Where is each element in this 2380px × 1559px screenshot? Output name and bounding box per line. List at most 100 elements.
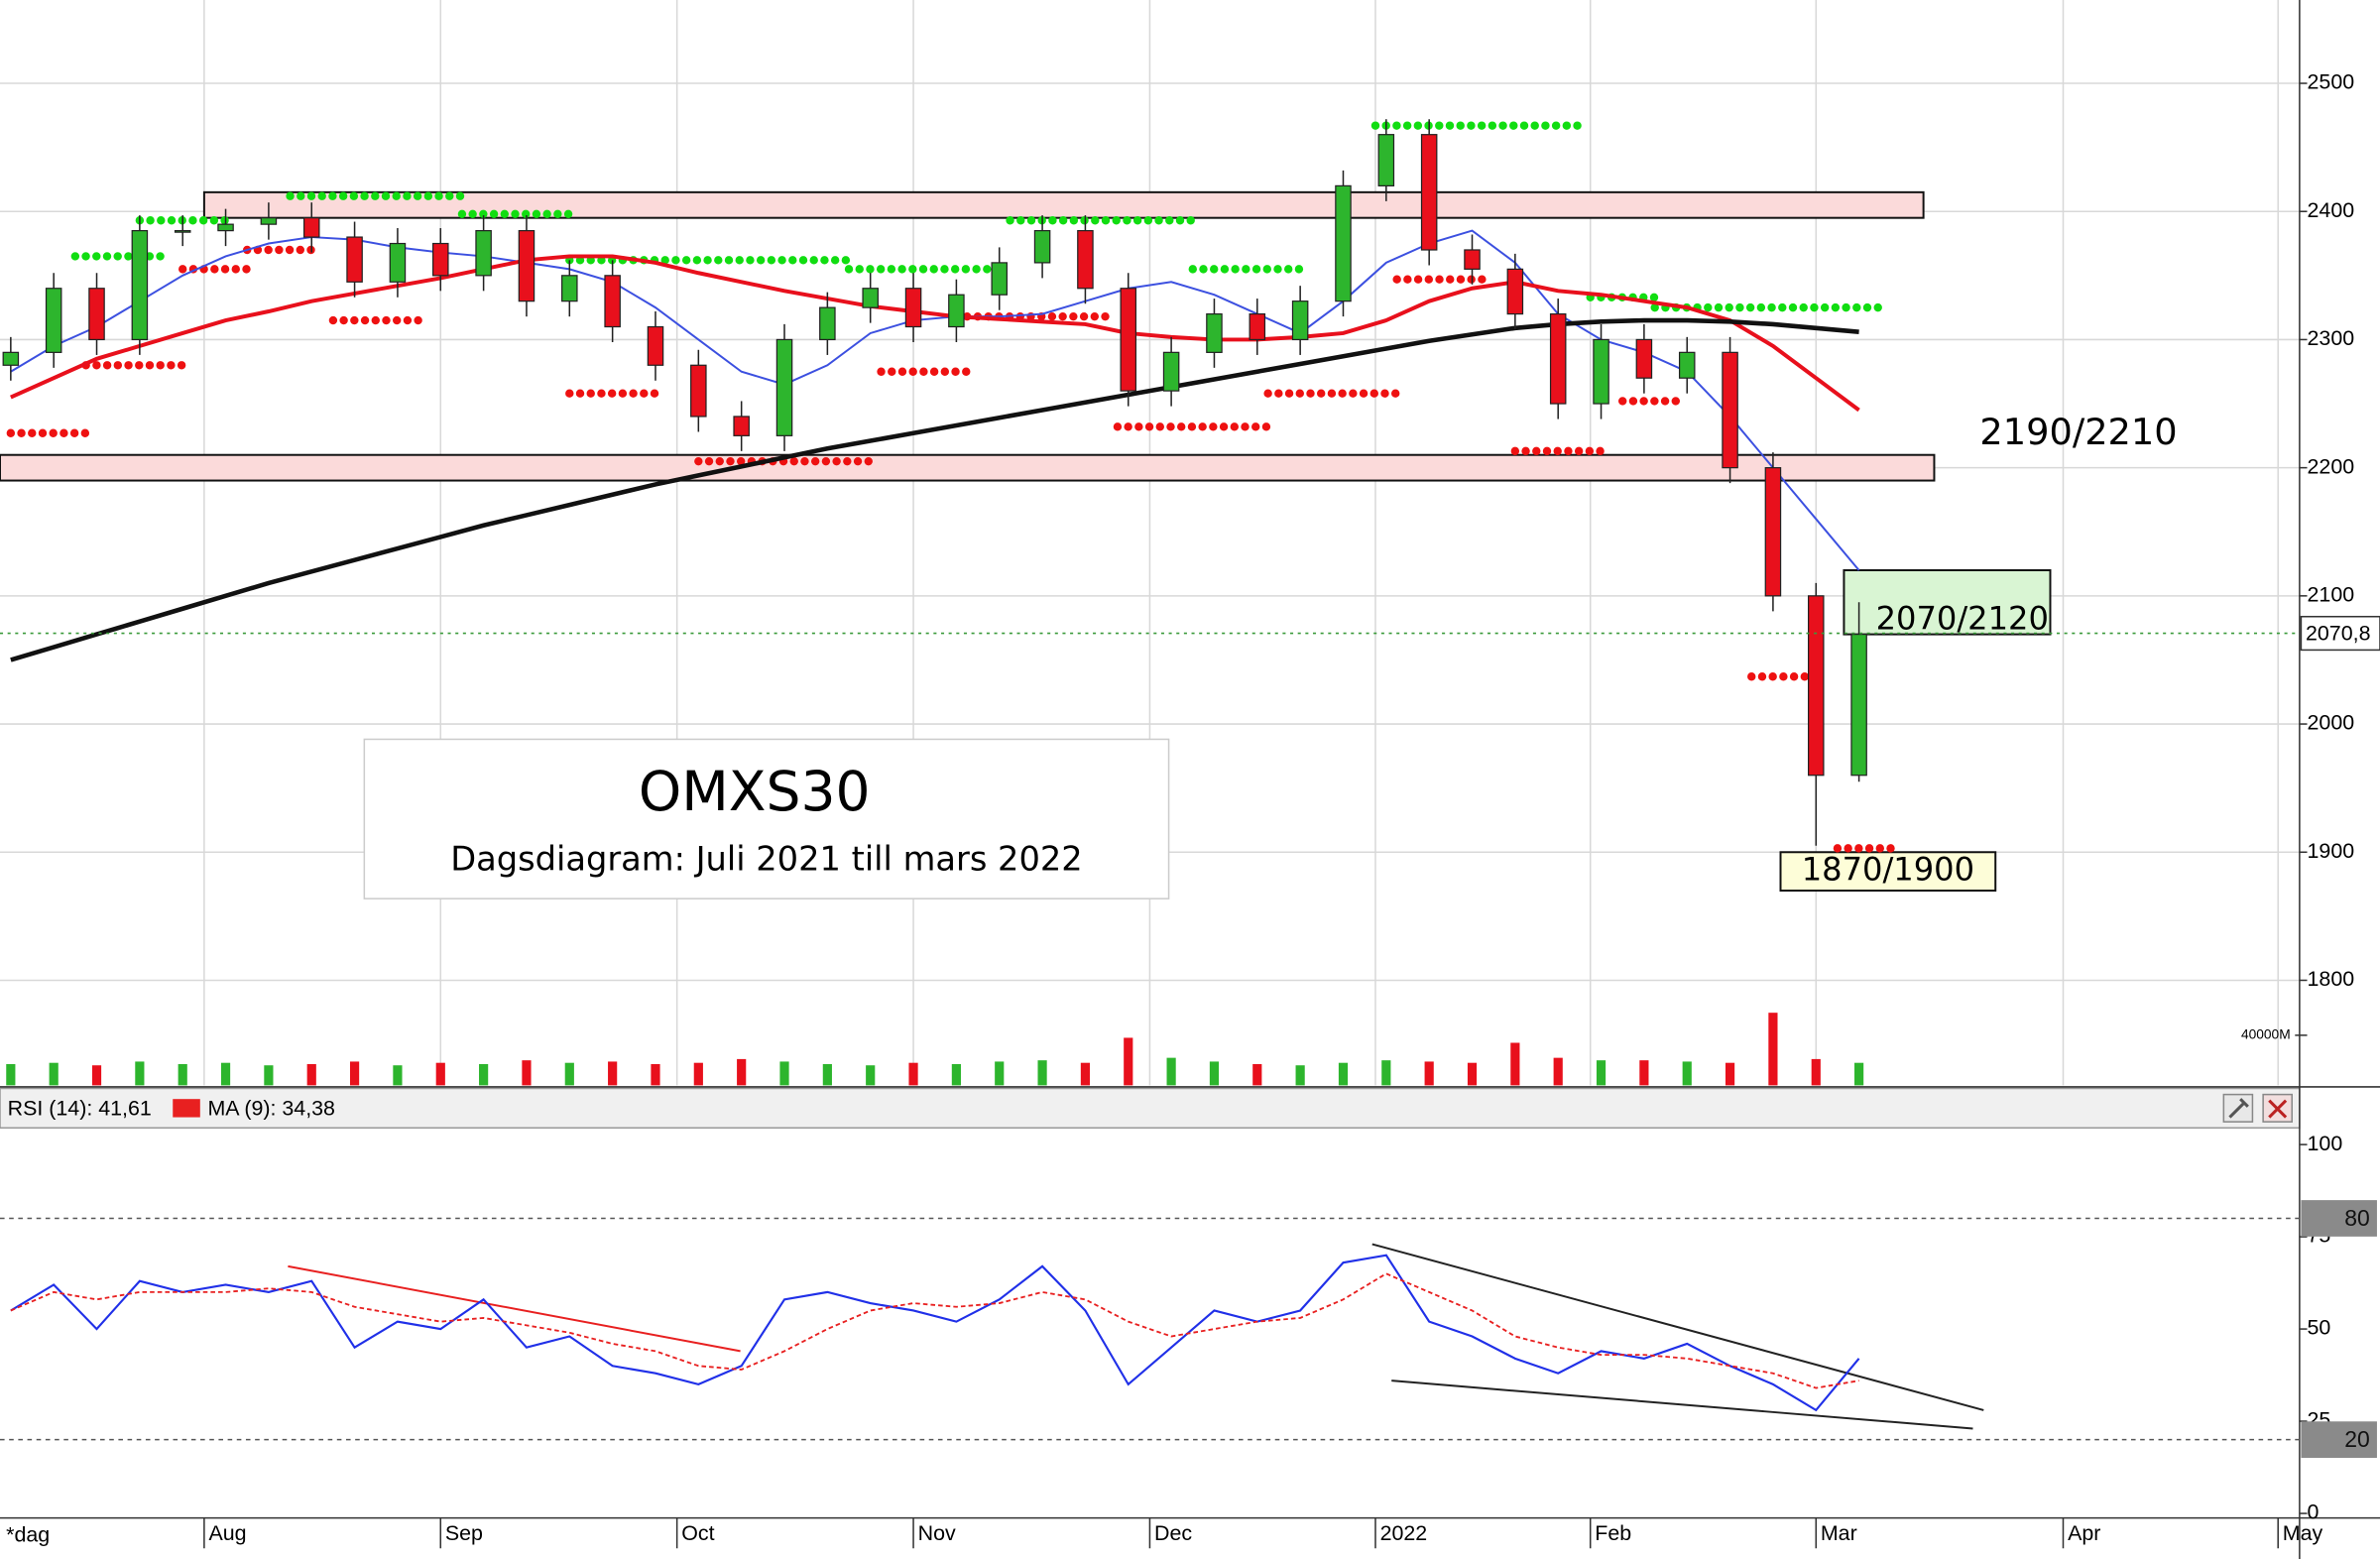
candle-body bbox=[1593, 338, 1609, 405]
x-tick-label: Oct bbox=[681, 1521, 714, 1545]
volume-bar bbox=[564, 1062, 574, 1086]
y-tick-label: 1900 bbox=[2308, 839, 2355, 863]
candle-body bbox=[1291, 300, 1309, 341]
candle-body bbox=[1206, 312, 1223, 353]
x-tick-label: Nov bbox=[918, 1521, 956, 1545]
y-tick-label: 2200 bbox=[2308, 454, 2355, 478]
candle-body bbox=[174, 229, 191, 233]
candle-body bbox=[1335, 184, 1352, 302]
volume-bar bbox=[349, 1061, 360, 1086]
volume-bar bbox=[693, 1062, 703, 1086]
candle-body bbox=[904, 288, 922, 328]
volume-bar bbox=[1725, 1062, 1735, 1086]
candle-body bbox=[604, 275, 621, 328]
candle-body bbox=[991, 262, 1009, 296]
volume-bar bbox=[435, 1062, 445, 1086]
volume-bar bbox=[1854, 1062, 1864, 1086]
candle-body bbox=[1635, 338, 1653, 379]
candle-body bbox=[1249, 312, 1266, 341]
volume-bar bbox=[1639, 1060, 1649, 1086]
wrench-icon bbox=[2228, 1098, 2249, 1119]
volume-bar bbox=[1037, 1060, 1047, 1086]
volume-bar bbox=[1338, 1062, 1349, 1086]
candle-body bbox=[45, 288, 62, 353]
volume-bar bbox=[6, 1063, 16, 1086]
volume-bar bbox=[1209, 1061, 1220, 1086]
volume-bar bbox=[1124, 1037, 1133, 1086]
candle-body bbox=[1077, 229, 1094, 290]
x-tick-label: Dec bbox=[1154, 1521, 1192, 1545]
panel-header bbox=[0, 1087, 2301, 1130]
x-tick-label: May bbox=[2283, 1521, 2323, 1545]
level-label: 20 bbox=[2344, 1426, 2370, 1452]
y-tick-label: 0 bbox=[2308, 1500, 2320, 1524]
y-tick-label: 2300 bbox=[2308, 326, 2355, 350]
candle-body bbox=[389, 242, 407, 283]
volume-bar bbox=[49, 1062, 59, 1086]
trendline bbox=[1371, 1243, 1984, 1411]
zone bbox=[0, 453, 1936, 482]
volume-bar bbox=[866, 1065, 876, 1086]
candle-body bbox=[561, 275, 578, 302]
series-line bbox=[10, 1254, 1860, 1412]
x-tick-label: Mar bbox=[1821, 1521, 1857, 1545]
volume-bar bbox=[951, 1063, 961, 1086]
volume-bar bbox=[1080, 1062, 1091, 1086]
x-tick-label: Feb bbox=[1595, 1521, 1631, 1545]
candle-body bbox=[819, 306, 836, 341]
volume-bar bbox=[908, 1062, 918, 1086]
volume-bar bbox=[135, 1061, 145, 1086]
zone bbox=[1779, 851, 1997, 893]
volume-bar bbox=[264, 1065, 274, 1086]
volume-bar bbox=[1381, 1060, 1391, 1086]
y-tick-label: 2400 bbox=[2308, 198, 2355, 222]
candle-body bbox=[346, 236, 363, 283]
y-tick-label: 50 bbox=[2308, 1316, 2331, 1340]
moving-average bbox=[10, 254, 1860, 413]
candle-body bbox=[1722, 351, 1738, 469]
y-tick-label: 1800 bbox=[2308, 967, 2355, 991]
candle-body bbox=[1420, 134, 1438, 251]
volume-bar bbox=[1682, 1061, 1692, 1086]
x-tick-label: Sep bbox=[445, 1521, 483, 1545]
candle-body bbox=[1764, 467, 1782, 597]
volume-bar bbox=[651, 1063, 660, 1086]
volume-bar bbox=[306, 1063, 316, 1086]
volume-bar bbox=[608, 1061, 618, 1086]
legend-label: MA (9): 34,38 bbox=[207, 1097, 335, 1121]
candle-body bbox=[862, 288, 879, 308]
volume-bar bbox=[91, 1065, 102, 1086]
y-tick-label: 2100 bbox=[2308, 583, 2355, 607]
candle-body bbox=[1033, 229, 1051, 264]
x-tick-label: 2022 bbox=[1380, 1521, 1428, 1545]
level-tag bbox=[2301, 1200, 2377, 1237]
legend-label: RSI (14): 41,61 bbox=[8, 1097, 152, 1121]
x-axis-label: *dag bbox=[6, 1523, 50, 1547]
level-label: 80 bbox=[2344, 1205, 2370, 1231]
x-tick-label: Apr bbox=[2068, 1521, 2100, 1545]
volume-bar bbox=[1252, 1063, 1262, 1086]
candle-body bbox=[302, 217, 320, 238]
volume-bar bbox=[178, 1063, 187, 1086]
chart-title: OMXS30 bbox=[639, 760, 871, 823]
title-box bbox=[363, 738, 1170, 899]
volume-bar bbox=[1596, 1060, 1606, 1086]
y-tick-label: 100 bbox=[2308, 1132, 2343, 1155]
volume-bar bbox=[737, 1058, 747, 1086]
zone-label: 2190/2210 bbox=[1979, 411, 2177, 453]
trendline bbox=[1391, 1379, 1973, 1430]
volume-bar bbox=[393, 1065, 403, 1086]
candle-body bbox=[733, 416, 750, 436]
candle-body bbox=[1120, 288, 1137, 392]
volume-bar bbox=[1510, 1042, 1520, 1086]
volume-bar bbox=[822, 1063, 832, 1086]
volume-bar bbox=[1467, 1062, 1478, 1086]
plot: 2190/2210 2070/2120 1870/1900 bbox=[0, 119, 2300, 1086]
candle-body bbox=[88, 288, 105, 341]
volume-bar bbox=[1768, 1013, 1778, 1086]
candle-body bbox=[2, 351, 20, 366]
chart-subtitle: Dagsdiagram: Juli 2021 till mars 2022 bbox=[450, 839, 1083, 878]
candle-body bbox=[1377, 134, 1395, 186]
candle-body bbox=[475, 229, 492, 277]
